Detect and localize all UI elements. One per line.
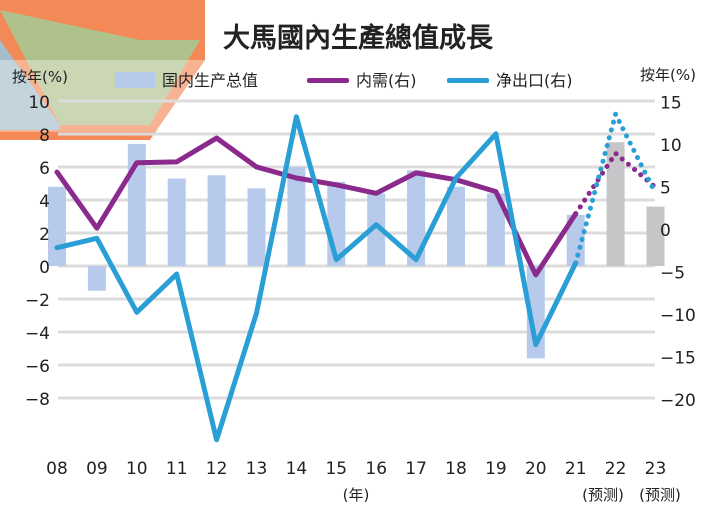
legend-label-net-exports: 净出口(右) (496, 71, 573, 90)
right-tick-label: −20 (660, 391, 696, 411)
x-tick-label: 15 (325, 459, 347, 479)
left-tick-label: −8 (25, 390, 50, 410)
gdp-bar (407, 170, 426, 266)
gdp-bar (486, 193, 505, 266)
x-tick-label: 10 (126, 459, 148, 479)
x-tick-label: 21 (565, 459, 587, 479)
gdp-bar (207, 175, 226, 266)
net-exports-line (54, 114, 579, 443)
chart-title: 大馬國內生產總值成長 (223, 22, 494, 54)
right-tick-label: 5 (660, 179, 671, 199)
gdp-bar (87, 266, 106, 291)
gdp-bar (566, 214, 585, 266)
legend-label-domestic-demand: 内需(右) (356, 71, 417, 90)
left-axis-label: 按年(%) (12, 68, 68, 86)
x-axis-label: (年) (343, 486, 370, 504)
right-tick-label: −10 (660, 306, 696, 326)
x-tick-label: 22 (605, 459, 627, 479)
gdp-bar (367, 193, 386, 266)
right-tick-label: −15 (660, 349, 696, 369)
x-tick-label: 17 (405, 459, 427, 479)
gdp-bar (646, 206, 665, 266)
legend: 国内生产总值 内需(右) 净出口(右) (115, 71, 573, 90)
x-tick-label: 14 (286, 459, 308, 479)
gdp-bar (48, 186, 66, 266)
x-tick-label: 16 (365, 459, 387, 479)
forecast-label-22: (预测) (582, 486, 624, 504)
legend-swatch-gdp (115, 72, 155, 88)
x-tick-label: 20 (525, 459, 547, 479)
left-tick-label: 2 (39, 225, 50, 245)
gdp-bar (287, 167, 306, 266)
decorative-pie-graphic (0, 0, 205, 140)
left-tick-label: 6 (39, 159, 50, 179)
gdp-bar (247, 188, 266, 266)
forecast-label-23: (预测) (639, 486, 681, 504)
x-tick-label: 11 (166, 459, 188, 479)
left-tick-label: −4 (25, 324, 50, 344)
x-tick-label: 19 (485, 459, 507, 479)
legend-swatch-net-exports (447, 78, 489, 83)
left-tick-label: −2 (25, 291, 50, 311)
left-tick-label: 0 (39, 258, 50, 278)
x-tick-label: 13 (246, 459, 268, 479)
right-tick-label: −5 (660, 264, 685, 284)
legend-label-gdp: 国内生产总值 (162, 71, 258, 90)
x-tick-label: 09 (86, 459, 108, 479)
right-tick-label: 15 (660, 94, 682, 114)
left-tick-label: −6 (25, 357, 50, 377)
legend-swatch-domestic-demand (307, 78, 349, 83)
gdp-bar (606, 142, 625, 266)
left-tick-label: 4 (39, 192, 50, 212)
x-tick-label: 18 (445, 459, 467, 479)
gdp-bar (447, 186, 465, 266)
right-tick-label: 10 (660, 136, 682, 156)
x-tick-label: 12 (206, 459, 228, 479)
left-tick-label: 10 (28, 93, 50, 113)
right-tick-label: 0 (660, 221, 671, 241)
x-tick-label: 23 (645, 459, 667, 479)
gdp-bar (167, 178, 186, 266)
right-axis-label: 按年(%) (640, 66, 696, 84)
left-tick-label: 8 (39, 126, 50, 146)
x-tick-label: 08 (46, 459, 68, 479)
